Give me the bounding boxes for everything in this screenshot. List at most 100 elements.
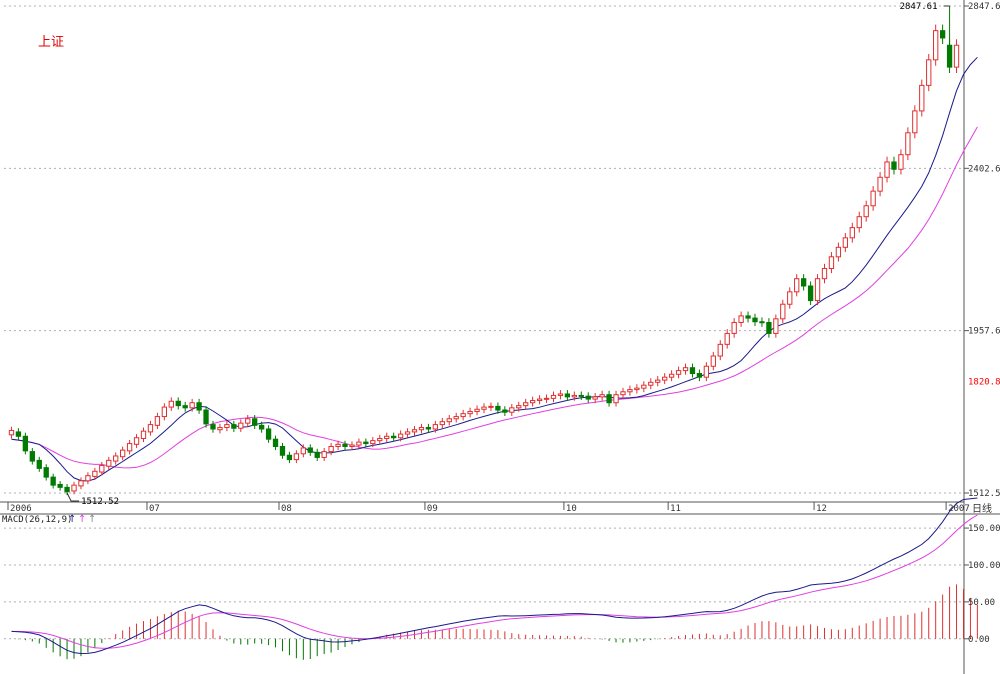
candle: [509, 404, 515, 416]
candle: [36, 456, 42, 472]
candle: [523, 398, 529, 410]
candle: [912, 105, 918, 139]
price-tick-label: 1512.5: [968, 489, 1000, 499]
date-label: 08: [281, 504, 292, 514]
candle: [606, 390, 612, 407]
candle-body: [384, 435, 390, 439]
macd-tick-label: 150.00: [968, 524, 1000, 534]
candle: [189, 398, 195, 412]
candle: [745, 311, 751, 323]
candle-body: [203, 409, 209, 425]
candle: [335, 440, 341, 451]
candle: [349, 441, 355, 451]
candle: [8, 426, 15, 439]
candle-body: [842, 237, 848, 248]
candle-body: [279, 445, 286, 456]
candle-body: [745, 315, 751, 319]
ma-short-line: [11, 56, 978, 482]
candle: [314, 448, 320, 461]
candle: [814, 274, 821, 306]
period-label: 日线: [972, 502, 992, 515]
candle: [147, 420, 154, 436]
candle-body: [15, 431, 22, 437]
candle: [133, 434, 140, 448]
candle: [488, 402, 494, 411]
macd-dif-line: [11, 497, 978, 655]
candle: [557, 390, 564, 400]
candle-body: [43, 467, 49, 478]
macd-tick-label: 0.00: [968, 635, 990, 645]
candle-body: [655, 379, 661, 383]
candle-body: [460, 413, 466, 418]
candle: [279, 442, 286, 459]
candle: [50, 473, 56, 489]
candle-body: [36, 459, 42, 469]
date-label: 10: [566, 504, 577, 514]
candle: [78, 477, 84, 490]
candle-body: [891, 161, 897, 170]
candle-body: [293, 453, 300, 461]
candle-body: [453, 416, 459, 420]
macd-marker-hist: ↑: [88, 514, 96, 525]
candle: [905, 127, 911, 161]
candle-body: [397, 433, 404, 439]
candle-body: [933, 30, 939, 61]
candle: [627, 385, 633, 396]
candle-body: [231, 424, 237, 429]
candle-body: [133, 437, 140, 445]
macd-marker-dif: ↑: [68, 514, 76, 525]
candle-body: [919, 84, 925, 112]
candle-body: [488, 405, 494, 408]
candle-body: [703, 365, 710, 378]
candle: [689, 363, 696, 378]
candle-body: [787, 291, 793, 305]
candle: [363, 438, 369, 448]
candle: [516, 401, 522, 412]
candle-body: [585, 395, 591, 400]
candle: [675, 366, 682, 379]
macd-label: MACD(26,12,9): [2, 515, 72, 525]
candle-body: [356, 441, 362, 446]
candle: [648, 378, 654, 390]
candle: [252, 415, 258, 430]
date-label: 11: [670, 504, 681, 514]
candle-body: [71, 484, 77, 492]
candle: [773, 314, 779, 338]
candle: [578, 391, 584, 401]
candle-body: [550, 394, 557, 399]
candle: [113, 452, 119, 465]
candle-body: [509, 407, 515, 413]
candle-body: [140, 430, 147, 439]
candle: [613, 390, 619, 407]
candle: [800, 274, 807, 291]
candle-body: [168, 400, 174, 408]
candle: [703, 362, 710, 382]
candle: [502, 406, 508, 416]
candle: [265, 425, 272, 443]
candle-body: [877, 176, 883, 192]
candle: [668, 370, 675, 382]
candle-body: [939, 30, 946, 39]
candle-body: [884, 161, 890, 178]
candle: [106, 456, 112, 470]
candle: [842, 233, 848, 253]
candle: [620, 387, 626, 399]
candle-body: [710, 355, 716, 367]
candle-body: [766, 321, 772, 334]
candle: [411, 426, 418, 436]
candle-body: [286, 454, 293, 461]
candle-body: [856, 216, 862, 229]
candle: [933, 24, 939, 66]
candle-body: [529, 400, 536, 404]
candle: [432, 420, 439, 433]
candlestick-series: [8, 24, 960, 496]
candle: [460, 409, 466, 421]
candle-body: [335, 443, 341, 447]
candle-body: [467, 410, 473, 415]
candle-body: [731, 321, 737, 334]
candle-body: [557, 393, 564, 396]
moving-average-lines: [11, 56, 978, 482]
macd-panel: [11, 497, 978, 660]
candle-body: [495, 405, 501, 411]
